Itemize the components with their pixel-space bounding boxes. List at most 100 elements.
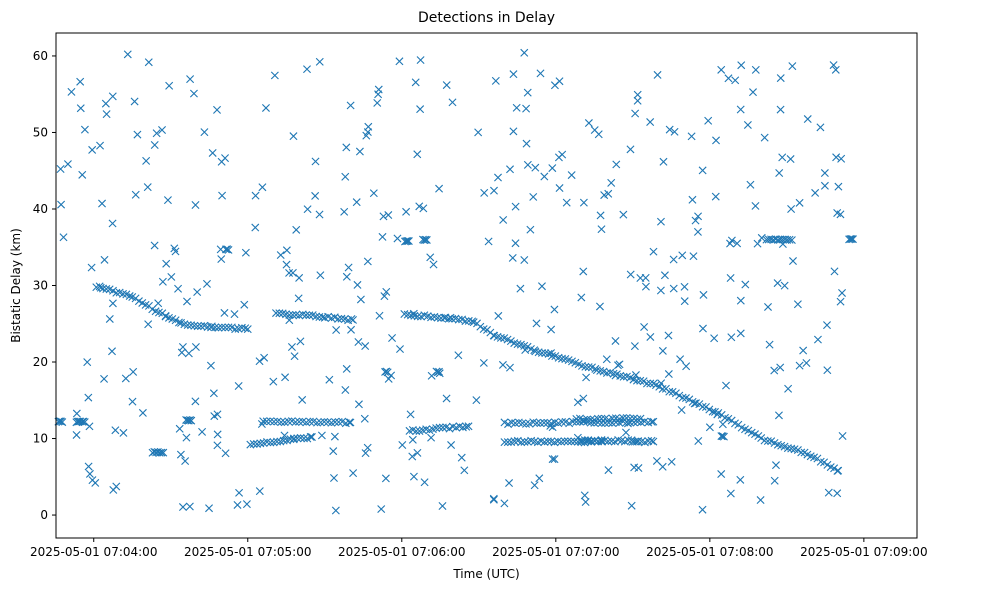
data-point-marker	[325, 375, 334, 384]
data-point-marker	[783, 444, 792, 453]
data-point-marker	[517, 438, 526, 447]
data-point-marker	[412, 427, 421, 436]
data-point-marker	[277, 418, 286, 427]
data-point-marker	[461, 317, 470, 326]
data-point-marker	[454, 351, 463, 360]
data-point-marker	[656, 217, 665, 226]
data-point-marker	[669, 284, 678, 293]
data-point-marker	[240, 300, 249, 309]
data-point-marker	[218, 191, 227, 200]
data-point-marker	[311, 191, 320, 200]
data-point-marker	[500, 499, 509, 508]
x-tick-label: 2025-05-01 07:07:00	[492, 545, 619, 559]
data-point-marker	[100, 255, 109, 264]
data-point-marker	[751, 201, 760, 210]
data-point-marker	[646, 118, 655, 127]
data-point-marker	[626, 145, 635, 154]
data-point-marker	[263, 437, 272, 446]
data-point-marker	[639, 377, 648, 386]
data-point-marker	[719, 432, 728, 441]
data-point-marker	[217, 255, 226, 264]
data-point-marker	[641, 282, 650, 291]
data-point-marker	[444, 314, 453, 323]
data-point-marker	[332, 325, 341, 334]
data-point-marker	[597, 414, 606, 423]
data-point-marker	[341, 172, 350, 181]
data-point-marker	[395, 57, 404, 66]
data-point-marker	[447, 441, 456, 450]
data-point-marker	[594, 130, 603, 139]
data-point-marker	[797, 448, 806, 457]
data-point-marker	[548, 423, 557, 432]
data-point-marker	[831, 65, 840, 74]
data-point-marker	[543, 437, 552, 446]
data-point-marker	[285, 316, 294, 325]
data-point-marker	[159, 448, 168, 457]
data-point-marker	[269, 417, 278, 426]
data-point-marker	[454, 315, 463, 324]
data-point-marker	[484, 237, 493, 246]
data-point-marker	[334, 418, 343, 426]
y-tick-label: 50	[33, 125, 48, 139]
data-point-marker	[540, 172, 549, 181]
data-point-marker	[711, 192, 720, 201]
data-point-marker	[489, 494, 498, 503]
data-point-marker	[472, 396, 481, 405]
data-point-marker	[640, 323, 649, 332]
data-point-marker	[664, 370, 673, 379]
data-point-marker	[743, 120, 752, 129]
data-point-marker	[710, 334, 719, 343]
data-point-marker	[72, 409, 81, 418]
data-point-marker	[611, 336, 620, 345]
data-point-marker	[548, 455, 557, 464]
data-point-marker	[689, 252, 698, 261]
data-point-marker	[737, 61, 746, 70]
data-point-marker	[526, 225, 535, 234]
data-point-marker	[726, 274, 735, 282]
data-point-marker	[206, 361, 215, 370]
data-point-marker	[516, 284, 525, 293]
data-point-marker	[671, 389, 680, 398]
data-point-marker	[760, 436, 769, 445]
data-point-marker	[641, 273, 650, 282]
data-point-marker	[834, 182, 843, 191]
data-point-marker	[602, 355, 611, 364]
data-point-marker	[731, 76, 740, 85]
data-point-marker	[363, 443, 372, 452]
data-point-marker	[811, 188, 820, 197]
data-point-marker	[832, 153, 841, 162]
data-point-marker	[741, 280, 750, 289]
data-point-marker	[756, 496, 765, 505]
data-point-marker	[659, 157, 668, 166]
data-point-marker	[121, 374, 130, 383]
data-point-marker	[604, 189, 613, 198]
data-point-marker	[342, 272, 351, 281]
data-point-marker	[667, 457, 676, 466]
data-point-marker	[511, 202, 520, 211]
data-point-marker	[142, 156, 151, 165]
data-point-marker	[682, 362, 691, 371]
data-point-marker	[788, 62, 797, 71]
data-point-marker	[595, 302, 604, 311]
data-point-marker	[191, 343, 200, 351]
data-point-marker	[165, 81, 174, 90]
data-point-marker	[243, 325, 252, 334]
data-point-marker	[773, 279, 782, 288]
data-point-marker	[607, 178, 616, 187]
data-point-marker	[261, 103, 270, 112]
data-point-marker	[693, 227, 702, 236]
data-point-marker	[687, 132, 696, 141]
data-point-marker	[198, 427, 207, 436]
data-point-marker	[364, 122, 373, 131]
data-point-marker	[727, 236, 736, 245]
data-point-marker	[416, 105, 425, 114]
data-point-marker	[630, 437, 639, 446]
data-point-marker	[295, 417, 304, 426]
data-point-marker	[138, 408, 147, 417]
data-point-marker	[183, 297, 191, 306]
data-point-marker	[676, 355, 685, 364]
data-point-marker	[438, 423, 447, 432]
data-point-marker	[698, 505, 707, 514]
data-point-marker	[312, 312, 321, 321]
data-point-marker	[382, 287, 391, 296]
